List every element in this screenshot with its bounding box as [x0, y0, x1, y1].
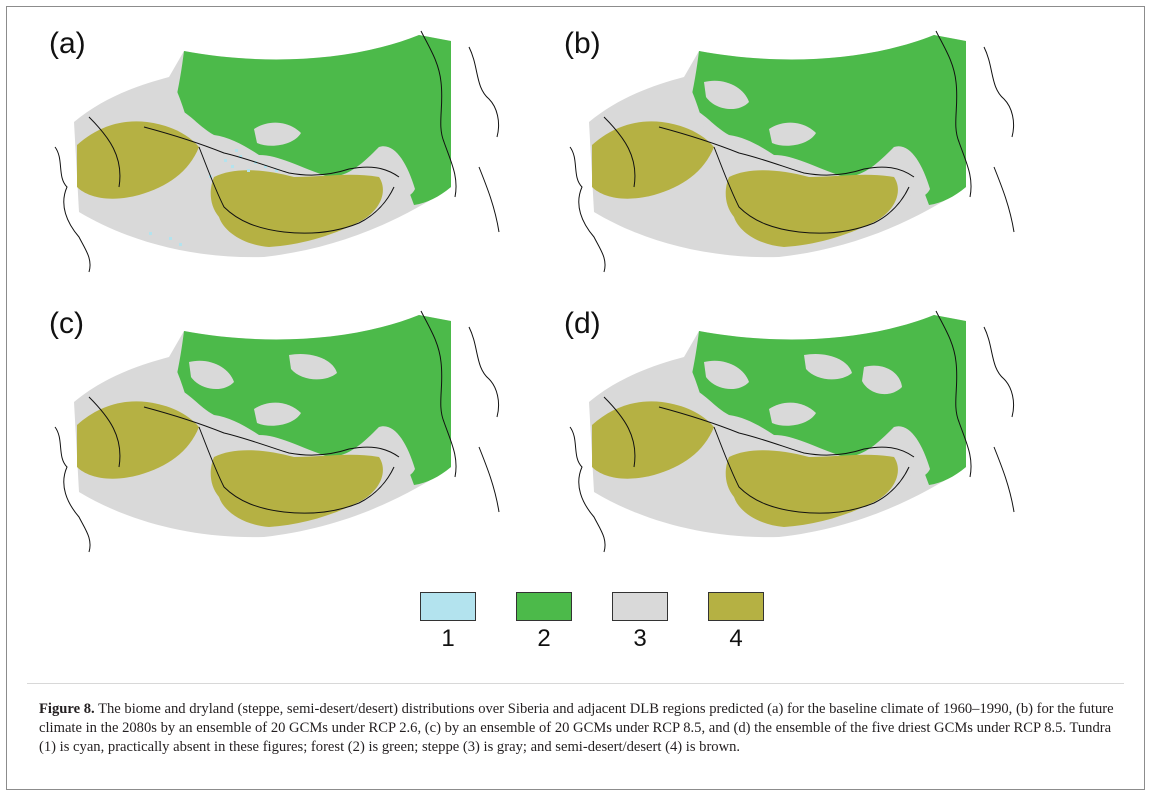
legend-swatch-desert: [708, 592, 764, 621]
tundra-patch-2: [231, 165, 234, 168]
map-panel-b: (b): [564, 27, 1034, 277]
map-panel-c: (c): [49, 307, 519, 557]
legend-number-tundra: 1: [441, 625, 455, 652]
steppe-patch-3: [375, 426, 415, 478]
coastline: [54, 310, 500, 553]
panel-label-d: (d): [564, 307, 601, 340]
caption-title: Figure 8.: [39, 701, 95, 717]
steppe-patch-1: [624, 359, 704, 409]
legend-item-desert: 4: [700, 592, 772, 653]
map-b: [569, 30, 1015, 273]
legend-item-tundra: 1: [412, 592, 484, 653]
figure-frame: (a) (b) (c) (d) 1 2 3 4 Figure 8.: [6, 6, 1145, 790]
steppe-patch-3: [890, 146, 930, 198]
steppe-patch-extra-1: [189, 360, 234, 390]
desert-east: [210, 170, 383, 247]
country-borders: [603, 396, 915, 514]
desert-west: [592, 401, 714, 479]
panel-label-b: (b): [564, 27, 601, 60]
caption-text: The biome and dryland (steppe, semi-dese…: [39, 701, 1114, 755]
desert-east: [725, 170, 898, 247]
steppe-patch-3: [375, 146, 415, 198]
steppe-patch-2: [254, 402, 301, 426]
desert-east: [725, 450, 898, 527]
coastline: [54, 30, 500, 273]
legend-item-forest: 2: [508, 592, 580, 653]
steppe-patch-extra-2: [804, 353, 852, 380]
steppe-patch-2: [769, 402, 816, 426]
desert-west: [592, 121, 714, 199]
tundra-patch-12: [275, 169, 278, 172]
forest-region: [174, 315, 451, 485]
steppe-patch-extra-1: [704, 80, 749, 110]
map-panel-d: (d): [564, 307, 1034, 557]
legend-item-steppe: 3: [604, 592, 676, 653]
steppe-patch-1: [624, 79, 704, 129]
desert-west: [77, 121, 199, 199]
steppe-patch-2: [769, 122, 816, 146]
map-a: [54, 30, 500, 273]
tundra-patch-9: [179, 243, 182, 246]
legend-swatch-forest: [516, 592, 572, 621]
coastline: [569, 30, 1015, 273]
steppe-patch-1: [109, 359, 189, 409]
tundra-patch-8: [169, 237, 172, 240]
panel-label-a: (a): [49, 27, 86, 60]
tundra-patch-11: [235, 149, 238, 152]
forest-region: [689, 35, 966, 205]
desert-west: [77, 401, 199, 479]
tundra-patch-3: [239, 155, 242, 158]
legend-number-forest: 2: [537, 625, 551, 652]
steppe-patch-1: [109, 79, 189, 129]
steppe-patch-extra-1: [704, 360, 749, 390]
forest-region: [689, 315, 966, 485]
map-panel-a: (a): [49, 27, 519, 277]
legend-number-desert: 4: [729, 625, 743, 652]
forest-region: [174, 35, 451, 205]
tundra-patch-7: [264, 165, 267, 168]
legend-swatch-steppe: [612, 592, 668, 621]
desert-east: [210, 450, 383, 527]
map-d: [569, 310, 1015, 553]
map-c: [54, 310, 500, 553]
tundra-patch-1: [224, 159, 227, 162]
figure-caption: Figure 8. The biome and dryland (steppe,…: [39, 700, 1129, 757]
steppe-patch-3: [890, 426, 930, 478]
country-borders: [88, 396, 400, 514]
legend-number-steppe: 3: [633, 625, 647, 652]
steppe-patch-extra-3: [862, 365, 902, 395]
tundra-patch-10: [149, 232, 152, 235]
country-borders: [88, 116, 400, 234]
panel-label-c: (c): [49, 307, 84, 340]
legend-swatch-tundra: [420, 592, 476, 621]
legend: 1 2 3 4: [412, 592, 772, 662]
steppe-patch-extra-2: [289, 353, 337, 380]
tundra-patch-4: [247, 169, 250, 172]
caption-divider: [27, 683, 1124, 684]
steppe-patch-2: [254, 122, 301, 146]
coastline: [569, 310, 1015, 553]
country-borders: [603, 116, 915, 234]
